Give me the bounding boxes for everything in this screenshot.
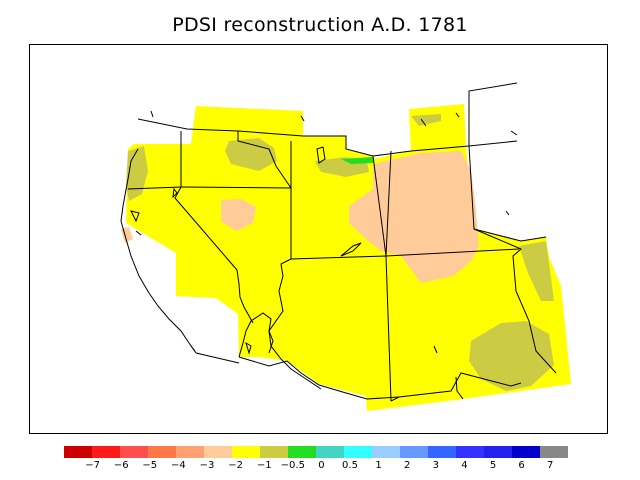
boundary-idaho-montana (237, 131, 292, 189)
island-11 (190, 345, 196, 352)
colorbar-label-14: 5 (489, 460, 497, 471)
lake-1 (340, 242, 362, 257)
boundary-usa-canada (137, 118, 518, 157)
island-3 (172, 187, 178, 199)
colorbar-swatch-14 (456, 446, 484, 458)
pacific-coastline (120, 148, 197, 354)
boundary-montana-east (468, 145, 547, 242)
colorbar-label-8: 0 (318, 460, 325, 471)
colorbar-label-10: 1 (375, 460, 382, 471)
colorbar-swatch-7 (260, 446, 288, 458)
great-salt-lake (316, 146, 326, 164)
colorbar-label-11: 2 (404, 460, 411, 471)
colorbar-label-4: −3 (199, 460, 215, 471)
pdsi-zone-olive-nebraska (411, 114, 441, 126)
colorbar-swatch-1 (92, 446, 120, 458)
colorbar-swatch-3 (148, 446, 176, 458)
boundary-texas-west (455, 376, 464, 400)
boundary-mexico (238, 356, 400, 400)
boundary-california-nevada (174, 186, 254, 324)
colorbar-label-7: −0.5 (280, 460, 305, 471)
colorbar-label-5: −2 (228, 460, 243, 471)
colorbar-swatch-0 (64, 446, 92, 458)
colorbar-label-12: 3 (432, 460, 439, 471)
colorbar-label-1: −6 (113, 460, 129, 471)
pdsi-zone-green (341, 157, 373, 164)
colorbar-swatch-11 (372, 446, 400, 458)
colorbar (64, 446, 568, 458)
colorbar-label-13: 4 (461, 460, 468, 471)
colorbar-swatch-2 (120, 446, 148, 458)
island-1 (130, 210, 140, 223)
pdsi-zone-peach-central (349, 151, 479, 283)
island-2 (245, 341, 252, 355)
map-title: PDSI reconstruction A.D. 1781 (172, 14, 468, 36)
island-6 (420, 118, 427, 127)
boundary-canada-east (468, 82, 518, 146)
boundary-utah-wyoming (372, 155, 387, 257)
colorbar-swatch-10 (344, 446, 372, 458)
boundary-colorado-east (473, 228, 557, 374)
boundary-utah-arizona (268, 258, 292, 354)
island-9 (505, 210, 510, 216)
colorbar-labels: −7 −6 −5 −4 −3 −2 −1 −0.5 0 0.5 1 2 3 4 5 6 7 (64, 460, 584, 474)
gulf-coastline (238, 312, 322, 390)
lakes-islands (130, 110, 518, 355)
island-8 (510, 130, 518, 136)
island-5 (300, 115, 305, 122)
colorbar-swatch-13 (428, 446, 456, 458)
colorbar-label-3: −4 (171, 460, 186, 471)
pdsi-zone-peach-nevada (221, 199, 256, 231)
pdsi-map (120, 82, 571, 411)
colorbar-label-2: −5 (142, 460, 158, 471)
pdsi-zone-peach-coast (121, 227, 133, 243)
island-12 (135, 230, 142, 236)
pdsi-zone-olive-nevada (225, 138, 277, 171)
boundary-nevada-idaho (180, 186, 292, 189)
colorbar-swatch-17 (540, 446, 568, 458)
pdsi-zone-olive-kansas (519, 241, 554, 301)
boundary-wyoming-nebraska (385, 150, 392, 257)
colorbar-label-0: −7 (85, 460, 100, 471)
colorbar-swatch-12 (400, 446, 428, 458)
boundary-mexico-west (195, 352, 240, 364)
island-10 (433, 345, 438, 354)
colorbar-label-9: 0.5 (342, 460, 358, 471)
colorbar-swatch-15 (484, 446, 512, 458)
colorbar-swatch-5 (204, 446, 232, 458)
colorbar-swatch-8 (288, 446, 316, 458)
colorbar-swatch-6 (232, 446, 260, 458)
colorbar-swatch-16 (512, 446, 540, 458)
map-frame (29, 44, 608, 434)
colorbar-label-6: −1 (256, 460, 272, 471)
colorbar-label-15: 6 (518, 460, 525, 471)
colorbar-label-16: 7 (547, 460, 554, 471)
island-4 (150, 110, 154, 118)
state-boundaries (127, 82, 557, 402)
colorbar-swatch-4 (176, 446, 204, 458)
coastline (120, 148, 322, 390)
colorbar-swatch-9 (316, 446, 344, 458)
boundary-colorado-ks (385, 248, 520, 257)
island-7 (455, 112, 460, 118)
